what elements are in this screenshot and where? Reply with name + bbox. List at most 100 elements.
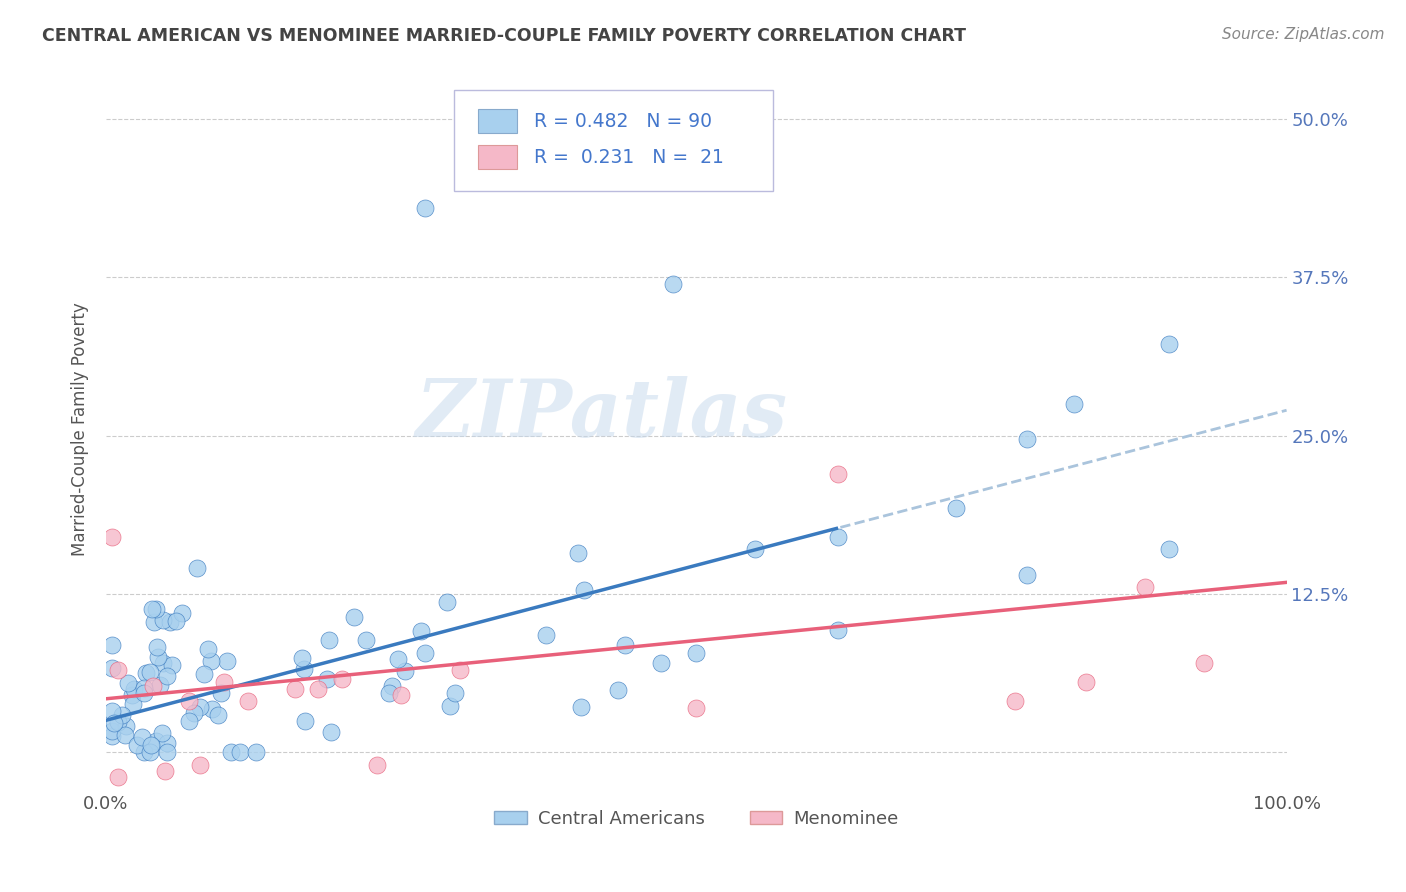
Point [219,745,242,759]
Point [197,642,219,657]
Point [132,681,155,695]
Point [117,676,139,690]
Point [193,666,215,681]
Point [318,633,340,648]
Point [389,688,412,702]
Point [1157,542,1180,557]
Point [139,665,162,680]
Point [449,663,471,677]
Point [827,530,849,544]
Point [107,770,129,784]
Point [1133,581,1156,595]
Point [1063,397,1085,411]
Point [145,734,167,748]
FancyBboxPatch shape [478,145,517,169]
Point [114,719,136,733]
Point [183,706,205,721]
Point [186,560,208,574]
Point [152,657,174,671]
Point [121,698,143,712]
Point [177,714,200,728]
Point [111,707,134,722]
FancyBboxPatch shape [454,90,773,191]
Point [378,686,401,700]
Point [1015,567,1038,582]
Point [215,654,238,668]
Point [606,683,628,698]
Point [236,694,259,708]
Point [1015,432,1038,446]
Point [145,640,167,654]
Point [381,679,404,693]
Text: R =  0.231   N =  21: R = 0.231 N = 21 [534,148,724,167]
Point [107,714,129,729]
Point [125,738,148,752]
Point [107,663,129,677]
Point [572,582,595,597]
Point [534,628,557,642]
Point [827,624,849,638]
Point [188,699,211,714]
Point [150,725,173,739]
Point [212,675,235,690]
Point [145,602,167,616]
Point [245,745,267,759]
Point [292,662,315,676]
Point [131,730,153,744]
Point [101,704,124,718]
Point [200,653,222,667]
Point [146,650,169,665]
Point [101,530,124,544]
Point [284,681,307,696]
Point [439,698,461,713]
Point [122,682,145,697]
Point [101,729,124,743]
Point [413,646,436,660]
Text: R = 0.482   N = 90: R = 0.482 N = 90 [534,112,713,131]
Point [101,661,124,675]
FancyBboxPatch shape [478,110,517,133]
Point [170,607,193,621]
Point [201,701,224,715]
Point [685,646,707,660]
Point [148,678,170,692]
Point [101,723,124,738]
Point [142,679,165,693]
Point [436,595,458,609]
Point [160,657,183,672]
Point [153,764,176,778]
Point [141,601,163,615]
Point [569,699,592,714]
Point [165,614,187,628]
Point [321,724,343,739]
Point [135,665,157,680]
Point [366,757,388,772]
Point [394,664,416,678]
Point [650,657,672,671]
Point [190,757,212,772]
Text: Source: ZipAtlas.com: Source: ZipAtlas.com [1222,27,1385,42]
Point [307,681,329,696]
Point [1157,336,1180,351]
Point [567,546,589,560]
Point [827,467,849,481]
Point [1192,657,1215,671]
Point [134,745,156,759]
Point [134,686,156,700]
Point [411,624,433,639]
Point [661,277,683,291]
Point [229,745,252,759]
Point [387,652,409,666]
Point [945,501,967,516]
Point [103,715,125,730]
Text: CENTRAL AMERICAN VS MENOMINEE MARRIED-COUPLE FAMILY POVERTY CORRELATION CHART: CENTRAL AMERICAN VS MENOMINEE MARRIED-CO… [42,27,966,45]
Point [207,708,229,723]
Point [413,201,436,215]
Point [291,651,314,665]
Point [156,735,179,749]
Point [142,615,165,630]
Point [121,688,143,702]
Point [294,714,316,728]
Point [209,686,232,700]
Point [343,610,366,624]
